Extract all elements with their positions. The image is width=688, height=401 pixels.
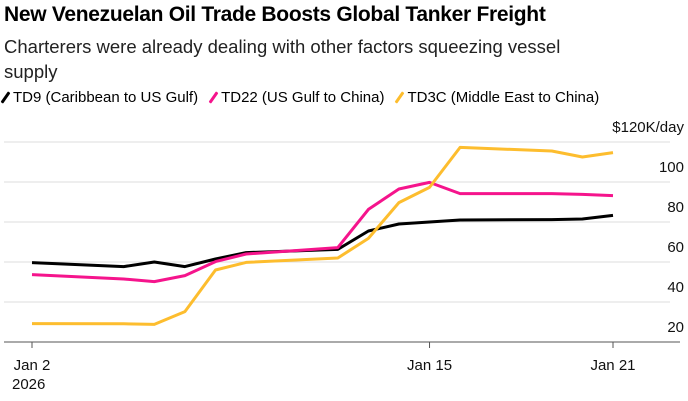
y-tick-label: 80 — [667, 199, 684, 216]
y-tick-label: $120K/day — [612, 119, 684, 136]
x-tick-label: Jan 15 — [407, 357, 452, 374]
y-tick-label: 40 — [667, 279, 684, 296]
legend-label: TD9 (Caribbean to US Gulf) — [13, 89, 199, 106]
y-tick-label: 20 — [667, 319, 684, 336]
x-tick-label: Jan 2 — [14, 357, 51, 374]
x-tick-sublabel: 2026 — [12, 376, 45, 393]
legend-item-td22: TD22 (US Gulf to China) — [208, 89, 385, 106]
y-tick-label: 60 — [667, 239, 684, 256]
legend-item-td9: TD9 (Caribbean to US Gulf) — [0, 89, 199, 106]
legend: TD9 (Caribbean to US Gulf) TD22 (US Gulf… — [0, 89, 600, 106]
chart-subtitle: Charterers were already dealing with oth… — [4, 36, 561, 82]
legend-label: TD3C (Middle East to China) — [407, 89, 600, 106]
legend-item-td3c: TD3C (Middle East to China) — [395, 89, 600, 106]
x-tick-label: Jan 21 — [590, 357, 635, 374]
series-line-2 — [31, 145, 614, 326]
series-line-0 — [31, 213, 614, 269]
y-tick-label: 100 — [659, 159, 684, 176]
legend-label: TD22 (US Gulf to China) — [221, 89, 385, 106]
chart-title: New Venezuelan Oil Trade Boosts Global T… — [4, 3, 546, 26]
series-line-1 — [31, 180, 614, 284]
